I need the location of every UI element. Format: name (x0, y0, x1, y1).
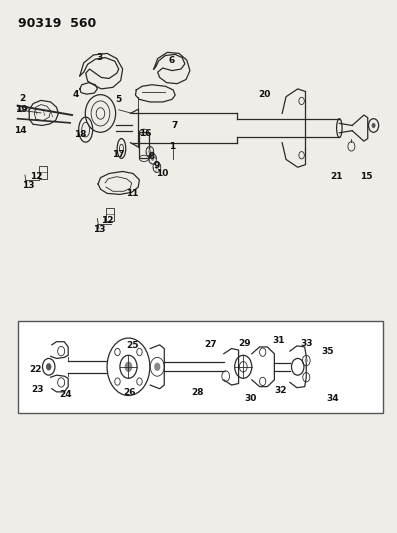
Circle shape (372, 123, 376, 128)
Text: 17: 17 (112, 150, 125, 159)
Text: 2: 2 (19, 94, 26, 103)
Text: 16: 16 (139, 129, 151, 138)
Text: 12: 12 (101, 216, 113, 225)
Circle shape (46, 363, 52, 370)
Text: 31: 31 (272, 336, 285, 345)
Text: 19: 19 (15, 106, 28, 114)
Text: 35: 35 (322, 346, 334, 356)
Circle shape (151, 157, 154, 161)
Text: 12: 12 (30, 172, 42, 181)
Text: 20: 20 (258, 90, 271, 99)
Text: 24: 24 (59, 390, 72, 399)
Text: 23: 23 (31, 385, 43, 394)
Text: 90319  560: 90319 560 (17, 17, 96, 30)
Text: 22: 22 (30, 366, 42, 374)
Bar (106, 208, 114, 221)
Circle shape (125, 361, 132, 372)
Text: 11: 11 (126, 189, 139, 198)
Text: 28: 28 (191, 389, 204, 398)
Text: 10: 10 (156, 169, 169, 178)
Text: 14: 14 (14, 126, 27, 135)
Circle shape (154, 362, 160, 371)
Text: 9: 9 (153, 160, 160, 169)
Bar (139, 132, 149, 158)
Bar (17, 321, 383, 413)
Circle shape (148, 149, 151, 154)
Text: 7: 7 (171, 121, 177, 130)
Text: 34: 34 (326, 394, 339, 402)
Text: 5: 5 (116, 95, 122, 104)
Text: 21: 21 (330, 172, 343, 181)
Text: 29: 29 (238, 340, 251, 348)
Text: 27: 27 (204, 341, 216, 349)
Text: 6: 6 (168, 55, 174, 64)
Text: 8: 8 (149, 152, 155, 161)
Text: 1: 1 (169, 142, 175, 151)
Text: 15: 15 (360, 172, 372, 181)
Text: 4: 4 (73, 90, 79, 99)
Text: 26: 26 (123, 389, 135, 398)
Text: 33: 33 (301, 340, 313, 348)
Text: 13: 13 (93, 225, 106, 234)
Bar (39, 166, 47, 179)
Circle shape (305, 358, 308, 362)
Text: 32: 32 (275, 386, 287, 395)
Text: 3: 3 (96, 53, 102, 62)
Text: 18: 18 (74, 131, 87, 139)
Text: 30: 30 (245, 394, 257, 402)
Circle shape (155, 165, 158, 169)
Text: 25: 25 (126, 342, 139, 350)
Text: 13: 13 (22, 181, 35, 190)
